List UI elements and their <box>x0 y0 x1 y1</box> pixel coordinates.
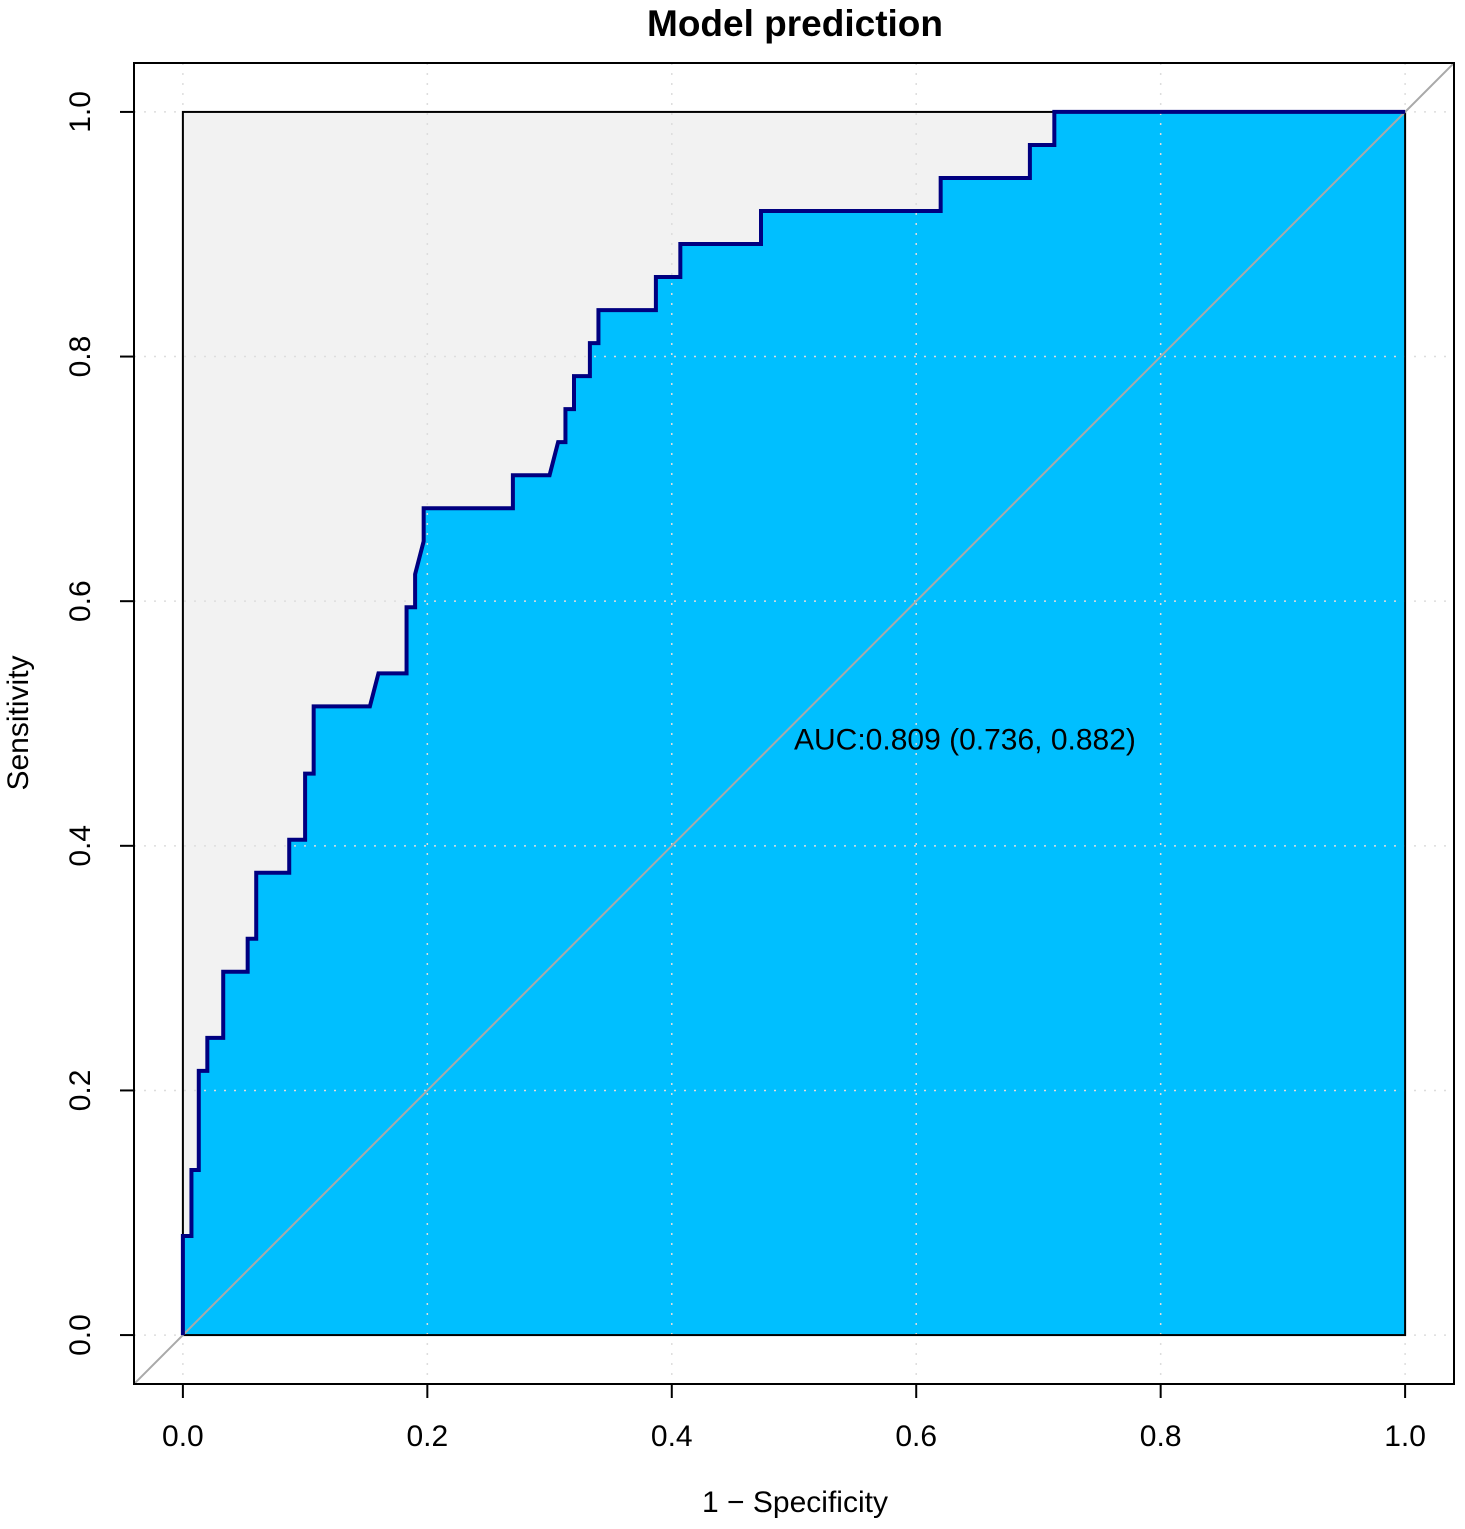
y-tick-label: 0.0 <box>64 1314 97 1356</box>
x-tick-label: 0.4 <box>651 1420 693 1453</box>
x-axis-title: 1 − Specificity <box>702 1486 888 1519</box>
roc-curve <box>180 109 1406 1336</box>
chart-title: Model prediction <box>647 3 943 44</box>
diagonal-reference-line <box>134 63 1454 1384</box>
x-tick-label: 0.8 <box>1140 1420 1182 1453</box>
y-axis-title: Sensitivity <box>2 655 35 790</box>
x-tick-label: 0.6 <box>895 1420 937 1453</box>
plot-area: 0.0 0.2 0.4 0.6 0.8 1.0 0.0 0.2 0.4 0.6 0.8 1.0 AUC:… <box>64 62 1455 1453</box>
y-tick-label: 0.6 <box>64 580 97 622</box>
x-tick-label: 1.0 <box>1384 1420 1426 1453</box>
auc-annotation: AUC:0.809 (0.736, 0.882) <box>794 723 1136 756</box>
y-tick-label: 0.2 <box>64 1070 97 1112</box>
unit-square-border <box>181 110 1407 1337</box>
y-tick-label: 0.4 <box>64 825 97 867</box>
x-tick-label: 0.2 <box>406 1420 448 1453</box>
x-tick-label: 0.0 <box>162 1420 204 1453</box>
y-tick-label: 0.8 <box>64 336 97 378</box>
plot-box <box>133 62 1455 1385</box>
y-tick-label: 1.0 <box>64 91 97 133</box>
